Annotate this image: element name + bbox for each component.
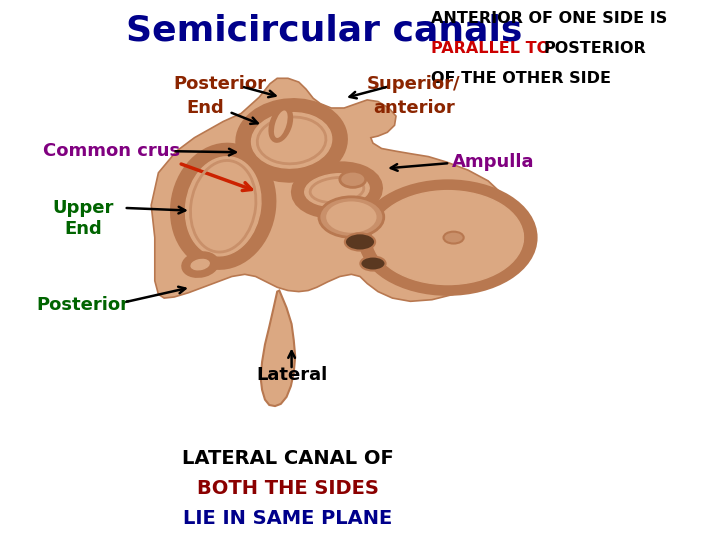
Ellipse shape (340, 171, 366, 187)
Text: Lateral: Lateral (256, 366, 327, 384)
Ellipse shape (394, 204, 502, 271)
Ellipse shape (326, 201, 377, 233)
Ellipse shape (251, 113, 332, 168)
Ellipse shape (372, 191, 523, 285)
Text: Semicircular canals: Semicircular canals (126, 14, 523, 48)
Text: OF THE OTHER SIDE: OF THE OTHER SIDE (431, 71, 611, 86)
Ellipse shape (319, 197, 384, 238)
Ellipse shape (444, 232, 464, 244)
Text: ANTERIOR OF ONE SIDE IS: ANTERIOR OF ONE SIDE IS (431, 11, 667, 26)
Polygon shape (261, 291, 295, 406)
Ellipse shape (191, 259, 210, 270)
Text: End: End (186, 99, 224, 117)
Polygon shape (151, 78, 515, 301)
Ellipse shape (305, 174, 369, 206)
Text: Common crus: Common crus (43, 142, 180, 160)
Text: BOTH THE SIDES: BOTH THE SIDES (197, 479, 379, 498)
Text: LATERAL CANAL OF: LATERAL CANAL OF (182, 449, 394, 468)
Text: End: End (64, 220, 102, 239)
Text: Superior/: Superior/ (367, 75, 461, 93)
Text: Posterior: Posterior (173, 75, 266, 93)
Ellipse shape (186, 157, 261, 256)
Ellipse shape (274, 111, 288, 138)
Ellipse shape (415, 218, 480, 258)
Ellipse shape (361, 256, 386, 271)
Ellipse shape (437, 231, 459, 244)
Text: Ampulla: Ampulla (452, 153, 534, 171)
Ellipse shape (270, 107, 292, 141)
Text: PARALLEL TO: PARALLEL TO (431, 41, 555, 56)
Text: Posterior: Posterior (36, 296, 130, 314)
Text: LIE IN SAME PLANE: LIE IN SAME PLANE (184, 509, 392, 528)
Text: anterior: anterior (373, 99, 455, 117)
Text: POSTERIOR: POSTERIOR (544, 41, 647, 56)
Text: Upper: Upper (52, 199, 114, 217)
Ellipse shape (345, 233, 375, 251)
